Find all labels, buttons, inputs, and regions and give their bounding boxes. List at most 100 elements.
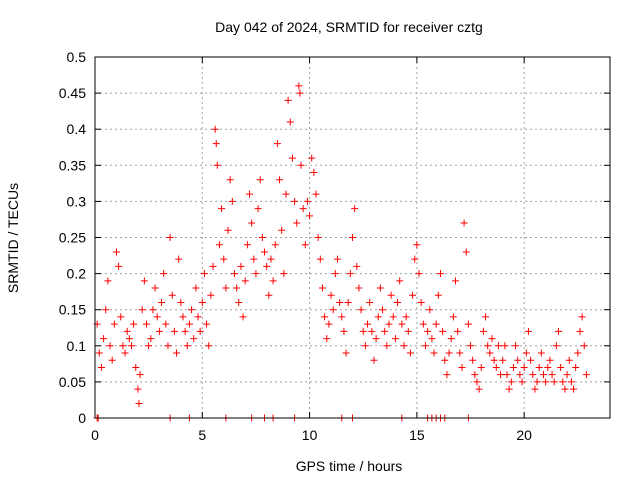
data-point [269, 277, 277, 285]
data-point [434, 291, 442, 299]
data-point [110, 320, 118, 328]
data-point [327, 291, 335, 299]
data-point [338, 313, 346, 321]
data-point [192, 284, 200, 292]
data-point [514, 356, 522, 364]
data-point [325, 320, 333, 328]
data-point [136, 371, 144, 379]
data-point [135, 400, 143, 408]
data-point [121, 349, 129, 357]
data-point [353, 262, 361, 270]
data-point [291, 197, 299, 205]
data-point [555, 327, 562, 335]
data-point [123, 327, 131, 335]
y-tick-label: 0.35 [59, 157, 86, 173]
data-point [203, 320, 211, 328]
ticks: 0 0.05 0.1 0.15 0.2 0.25 0.3 0.35 0.4 0.45 0.5 0 5 10… [59, 49, 610, 443]
data-point [230, 270, 238, 278]
data-point [454, 327, 462, 335]
y-tick-label: 0.5 [67, 49, 87, 65]
data-point [177, 298, 185, 306]
data-point [501, 342, 509, 350]
data-point [155, 327, 163, 335]
data-point [188, 306, 196, 314]
data-point [140, 277, 148, 285]
data-point [415, 270, 423, 278]
data-point [303, 197, 311, 205]
data-point [364, 320, 372, 328]
y-tick-label: 0.15 [59, 302, 86, 318]
x-tick-label: 10 [302, 427, 318, 443]
data-point [175, 255, 183, 263]
data-point [452, 277, 459, 285]
data-point [559, 378, 567, 386]
data-point [394, 298, 402, 306]
data-point [329, 306, 337, 314]
data-point [213, 161, 221, 169]
data-point [117, 313, 125, 321]
data-point [299, 205, 307, 213]
data-point [340, 327, 348, 335]
data-point [537, 349, 545, 357]
data-point [411, 255, 419, 263]
data-point [456, 349, 464, 357]
data-point [112, 248, 120, 256]
data-point [258, 234, 266, 241]
x-tick-label: 0 [91, 427, 99, 443]
y-tick-label: 0.1 [67, 338, 87, 354]
data-point [162, 320, 170, 328]
data-point [296, 89, 304, 97]
data-point [205, 342, 213, 350]
data-point [443, 371, 451, 379]
data-point [215, 241, 223, 249]
data-point [499, 356, 507, 364]
data-point [248, 219, 256, 227]
data-point [243, 241, 251, 249]
data-point [430, 349, 438, 357]
data-point [458, 363, 466, 371]
data-point [282, 190, 290, 198]
data-point [570, 385, 578, 393]
data-point [316, 255, 324, 263]
data-point [125, 335, 133, 343]
data-point [198, 298, 206, 306]
data-point [563, 371, 571, 379]
data-point [469, 356, 477, 364]
data-point [95, 349, 103, 357]
data-point [318, 284, 326, 292]
data-point [561, 385, 569, 393]
data-point [127, 342, 135, 350]
data-point [160, 270, 168, 278]
data-point [368, 327, 376, 335]
data-point [158, 298, 166, 306]
data-point [194, 313, 202, 321]
data-point [271, 241, 279, 249]
y-tick-label: 0.05 [59, 374, 86, 390]
data-point [288, 154, 296, 162]
data-point [439, 327, 447, 335]
data-point [522, 349, 530, 357]
data-point [153, 313, 161, 321]
data-point [486, 349, 494, 357]
data-point [580, 342, 588, 350]
data-point [406, 349, 414, 357]
data-point [533, 378, 541, 386]
data-point [550, 378, 558, 386]
data-point [97, 363, 105, 371]
data-point [250, 255, 258, 263]
data-point [310, 169, 318, 177]
data-point [344, 298, 352, 306]
data-point [254, 205, 262, 213]
data-point [211, 125, 219, 133]
data-point [531, 385, 539, 393]
data-point [286, 118, 294, 126]
data-point [185, 320, 193, 328]
data-point [143, 320, 150, 328]
data-point [366, 298, 374, 306]
data-point [370, 356, 378, 364]
data-point [207, 291, 215, 299]
data-point [200, 270, 208, 278]
data-point [196, 327, 204, 335]
